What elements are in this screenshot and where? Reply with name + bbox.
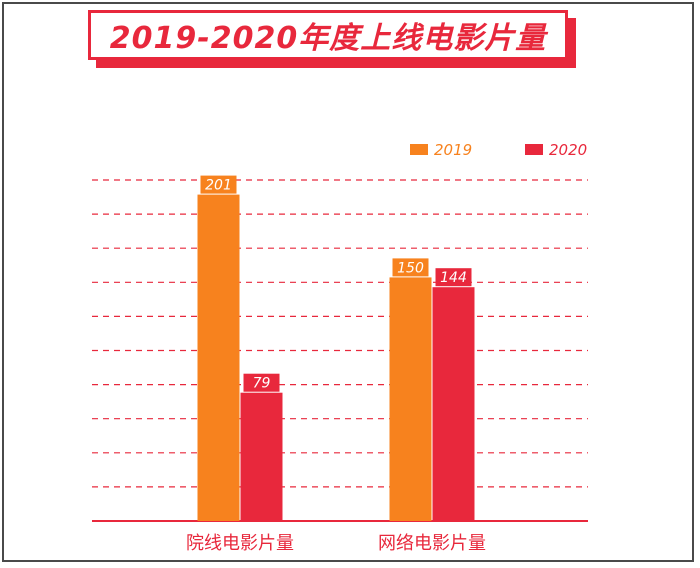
data-label-bg-2020-0 xyxy=(243,373,280,392)
title-box: 2019-2020年度上线电影片量 xyxy=(88,10,568,60)
data-label-2020-0: 79 xyxy=(253,376,271,392)
data-label-2020-1: 144 xyxy=(440,270,467,286)
bar-2019-0 xyxy=(197,194,240,521)
data-label-bg-2019-0 xyxy=(200,175,237,194)
bar-2020-1 xyxy=(432,287,475,521)
category-label-1: 网络电影片量 xyxy=(378,533,486,554)
bar-2020-0 xyxy=(240,392,283,521)
legend-label-2020: 2020 xyxy=(549,141,587,159)
bar-2019-1 xyxy=(389,277,432,521)
legend-swatch-2019 xyxy=(410,144,428,155)
chart-title: 2019-2020年度上线电影片量 xyxy=(109,21,547,56)
data-label-bg-2019-1 xyxy=(392,258,429,277)
data-label-2019-0: 201 xyxy=(205,178,232,194)
title-banner: 2019-2020年度上线电影片量 xyxy=(88,10,578,68)
category-label-0: 院线电影片量 xyxy=(186,533,294,554)
legend-label-2019: 2019 xyxy=(434,141,472,159)
data-label-2019-1: 150 xyxy=(397,260,424,276)
legend-swatch-2020 xyxy=(525,144,543,155)
data-label-bg-2020-1 xyxy=(435,268,472,287)
